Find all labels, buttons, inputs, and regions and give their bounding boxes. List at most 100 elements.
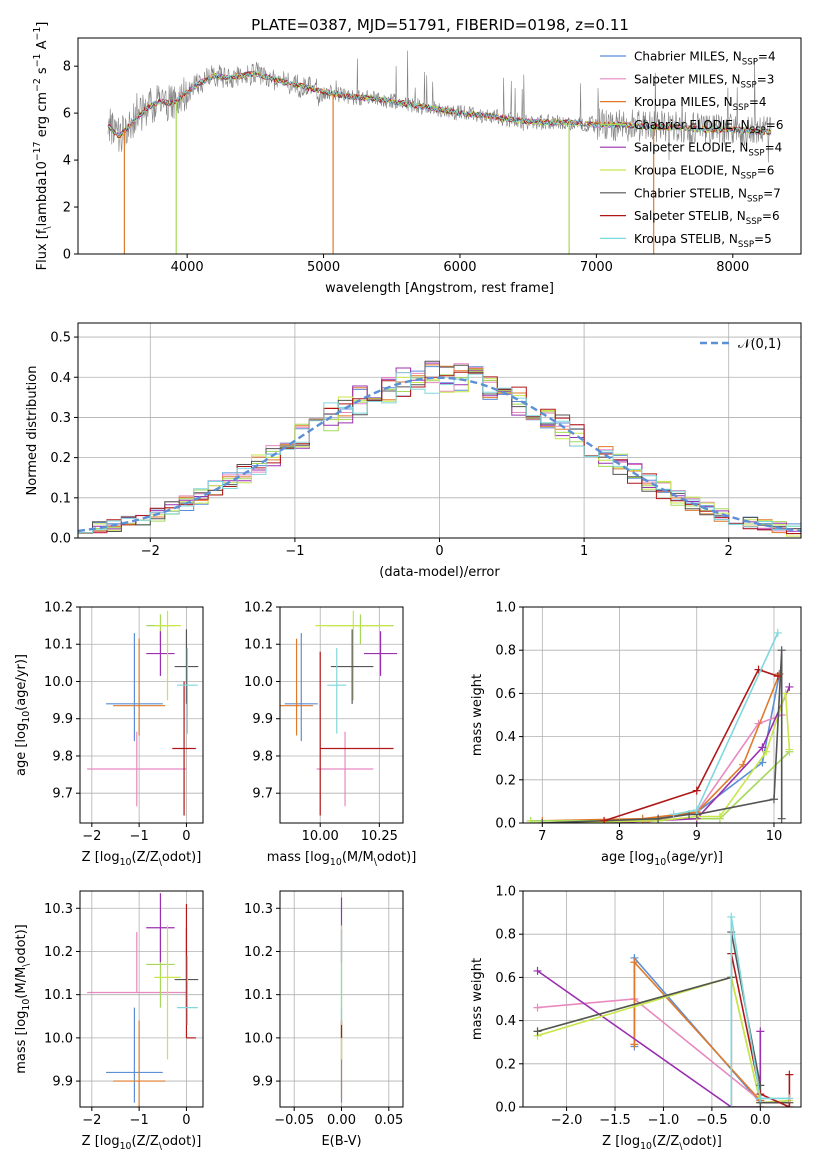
x-axis-label: age [log10(age/yr)] xyxy=(601,850,723,868)
y-tick-label: 10.1 xyxy=(244,638,273,653)
legend-label: Kroupa STELIB, NSSP=5 xyxy=(634,232,772,250)
label-part: Kroupa ELODIE, N xyxy=(634,164,741,178)
axes-frame xyxy=(79,606,204,824)
label-part: 10 xyxy=(21,711,32,723)
x-tick-label: 2 xyxy=(725,544,733,559)
weight-marker xyxy=(600,816,609,823)
panel-age_vs_Z: −2 −1 09.79.89.910.010.110.2Z [log10(Z/Z\o… xyxy=(14,601,204,868)
y-tick-label: 0.0 xyxy=(495,817,516,832)
label-part: −2 xyxy=(32,78,43,92)
weight-marker xyxy=(777,646,786,655)
x-tick-label: 1 xyxy=(580,544,588,559)
label-part: Z [log xyxy=(82,1134,120,1149)
y-tick-label: 10.0 xyxy=(244,1031,273,1046)
axes-frame xyxy=(522,890,802,1108)
label-part: A xyxy=(35,40,50,53)
x-tick-label: 8000 xyxy=(716,260,749,275)
plot-area xyxy=(526,628,794,823)
y-axis-label: mass [log10(M/M\odot)] xyxy=(14,924,32,1074)
weight-marker xyxy=(781,689,790,698)
y-tick-label: 10.1 xyxy=(44,988,73,1003)
x-tick-label: −2.0 xyxy=(551,1113,583,1128)
label-part: (Z/Z xyxy=(132,1134,159,1149)
label-part: \ xyxy=(21,963,32,967)
y-tick-label: 10.3 xyxy=(44,902,73,917)
label-part: Flux [f xyxy=(35,229,50,270)
label-part: SSP xyxy=(733,103,749,113)
label-part: SSP xyxy=(748,149,764,159)
x-tick-label: 9 xyxy=(693,829,701,844)
plot-area xyxy=(87,610,199,816)
label-part: Z [log xyxy=(602,1134,640,1149)
weight-marker xyxy=(758,743,767,752)
y-axis-label: mass weight xyxy=(470,958,485,1040)
x-axis-label: (data-model)/error xyxy=(379,565,500,580)
plot-area xyxy=(87,893,199,1107)
label-part: =3 xyxy=(757,72,775,86)
weight-marker xyxy=(692,786,701,795)
panel-residuals: −2 −1 0 1 2 0.0 0.1 0.2 0.3 0.4 0.5 (data-model)/er… xyxy=(25,322,802,580)
weight-marker xyxy=(785,1094,794,1103)
residual-histogram-step xyxy=(78,360,801,534)
label-part: SSP xyxy=(741,172,757,182)
y-tick-label: 9.9 xyxy=(52,1075,73,1090)
grid xyxy=(523,606,801,824)
label-part: Z [log xyxy=(82,850,120,865)
weight-marker xyxy=(758,758,767,767)
x-tick-label: −2 xyxy=(82,1113,101,1128)
model-spectrum-line xyxy=(107,71,772,139)
y-tick-label: 10.2 xyxy=(44,945,73,960)
x-axis-label: mass [log10(M/M\odot)] xyxy=(267,850,417,868)
y-tick-label: 0.1 xyxy=(50,491,71,506)
label-part: 10 xyxy=(330,857,342,868)
y-axis-label: Flux [f\lambda10−17 erg cm−2 s−1 A−1] xyxy=(32,22,53,271)
y-tick-label: 2 xyxy=(63,201,71,216)
label-part: =4 xyxy=(765,141,783,155)
weight-marker xyxy=(785,1070,794,1079)
panel-mass_vs_ebv: −0.05 0.00 0.05 9.9 10.0 10.1 10.2 10.3 E(B-V) xyxy=(244,890,404,1149)
label-part: ] xyxy=(35,22,50,27)
panel-spectrum: 4000 5000 6000 7000 8000 0 2 4 6 8 wavelength [Ang… xyxy=(32,22,802,296)
plot-area xyxy=(533,912,794,1107)
label-part: wavelength [Angstrom, rest frame] xyxy=(325,281,554,296)
y-tick-label: 9.7 xyxy=(252,787,273,802)
panel-age_vs_mass: 10.00 10.25 9.7 9.8 9.9 10.0 10.1 10.2 mass [log… xyxy=(244,601,416,869)
x-tick-label: 10.25 xyxy=(361,829,398,844)
y-tick-label: 0.4 xyxy=(495,1014,516,1029)
weight-series-line xyxy=(730,916,790,1107)
label-part: \ xyxy=(42,226,53,230)
weight-series-line xyxy=(603,668,779,822)
legend-label: Salpeter ELODIE, NSSP=4 xyxy=(634,141,782,159)
plot-area xyxy=(280,610,398,816)
weight-marker xyxy=(630,1040,639,1049)
y-tick-label: 0.4 xyxy=(495,730,516,745)
x-tick-label: 0.05 xyxy=(374,1113,403,1128)
label-part: Chabrier STELIB, N xyxy=(634,186,747,200)
weight-marker xyxy=(756,1094,765,1103)
weight-series-line xyxy=(642,714,782,823)
weight-marker xyxy=(630,958,639,967)
legend-label: Salpeter STELIB, NSSP=6 xyxy=(634,209,780,227)
panel-mass_vs_Z: −2 −1 09.910.010.110.210.3Z [log10(Z/Z\odo… xyxy=(14,890,204,1152)
label-part: 10 xyxy=(21,999,32,1011)
label-part: (M/M xyxy=(342,850,374,865)
weight-marker xyxy=(769,795,778,804)
label-part: \ xyxy=(679,1141,683,1152)
label-part: odot)] xyxy=(682,1134,721,1149)
weight-series-line xyxy=(537,976,790,1104)
y-tick-label: 0.2 xyxy=(495,1057,516,1072)
x-tick-label: 7000 xyxy=(580,260,613,275)
x-tick-label: 10 xyxy=(766,829,783,844)
grid xyxy=(80,891,203,1107)
weight-marker xyxy=(773,628,782,637)
weight-marker xyxy=(692,806,701,815)
axes-frame xyxy=(77,322,802,539)
label-part: =4 xyxy=(749,95,767,109)
label-part: 𝒩(0,1) xyxy=(738,337,781,352)
label-part: =6 xyxy=(766,118,784,132)
x-tick-label: −1.0 xyxy=(648,1113,680,1128)
label-part: (age/yr)] xyxy=(666,850,723,865)
x-tick-label: 0 xyxy=(182,829,190,844)
